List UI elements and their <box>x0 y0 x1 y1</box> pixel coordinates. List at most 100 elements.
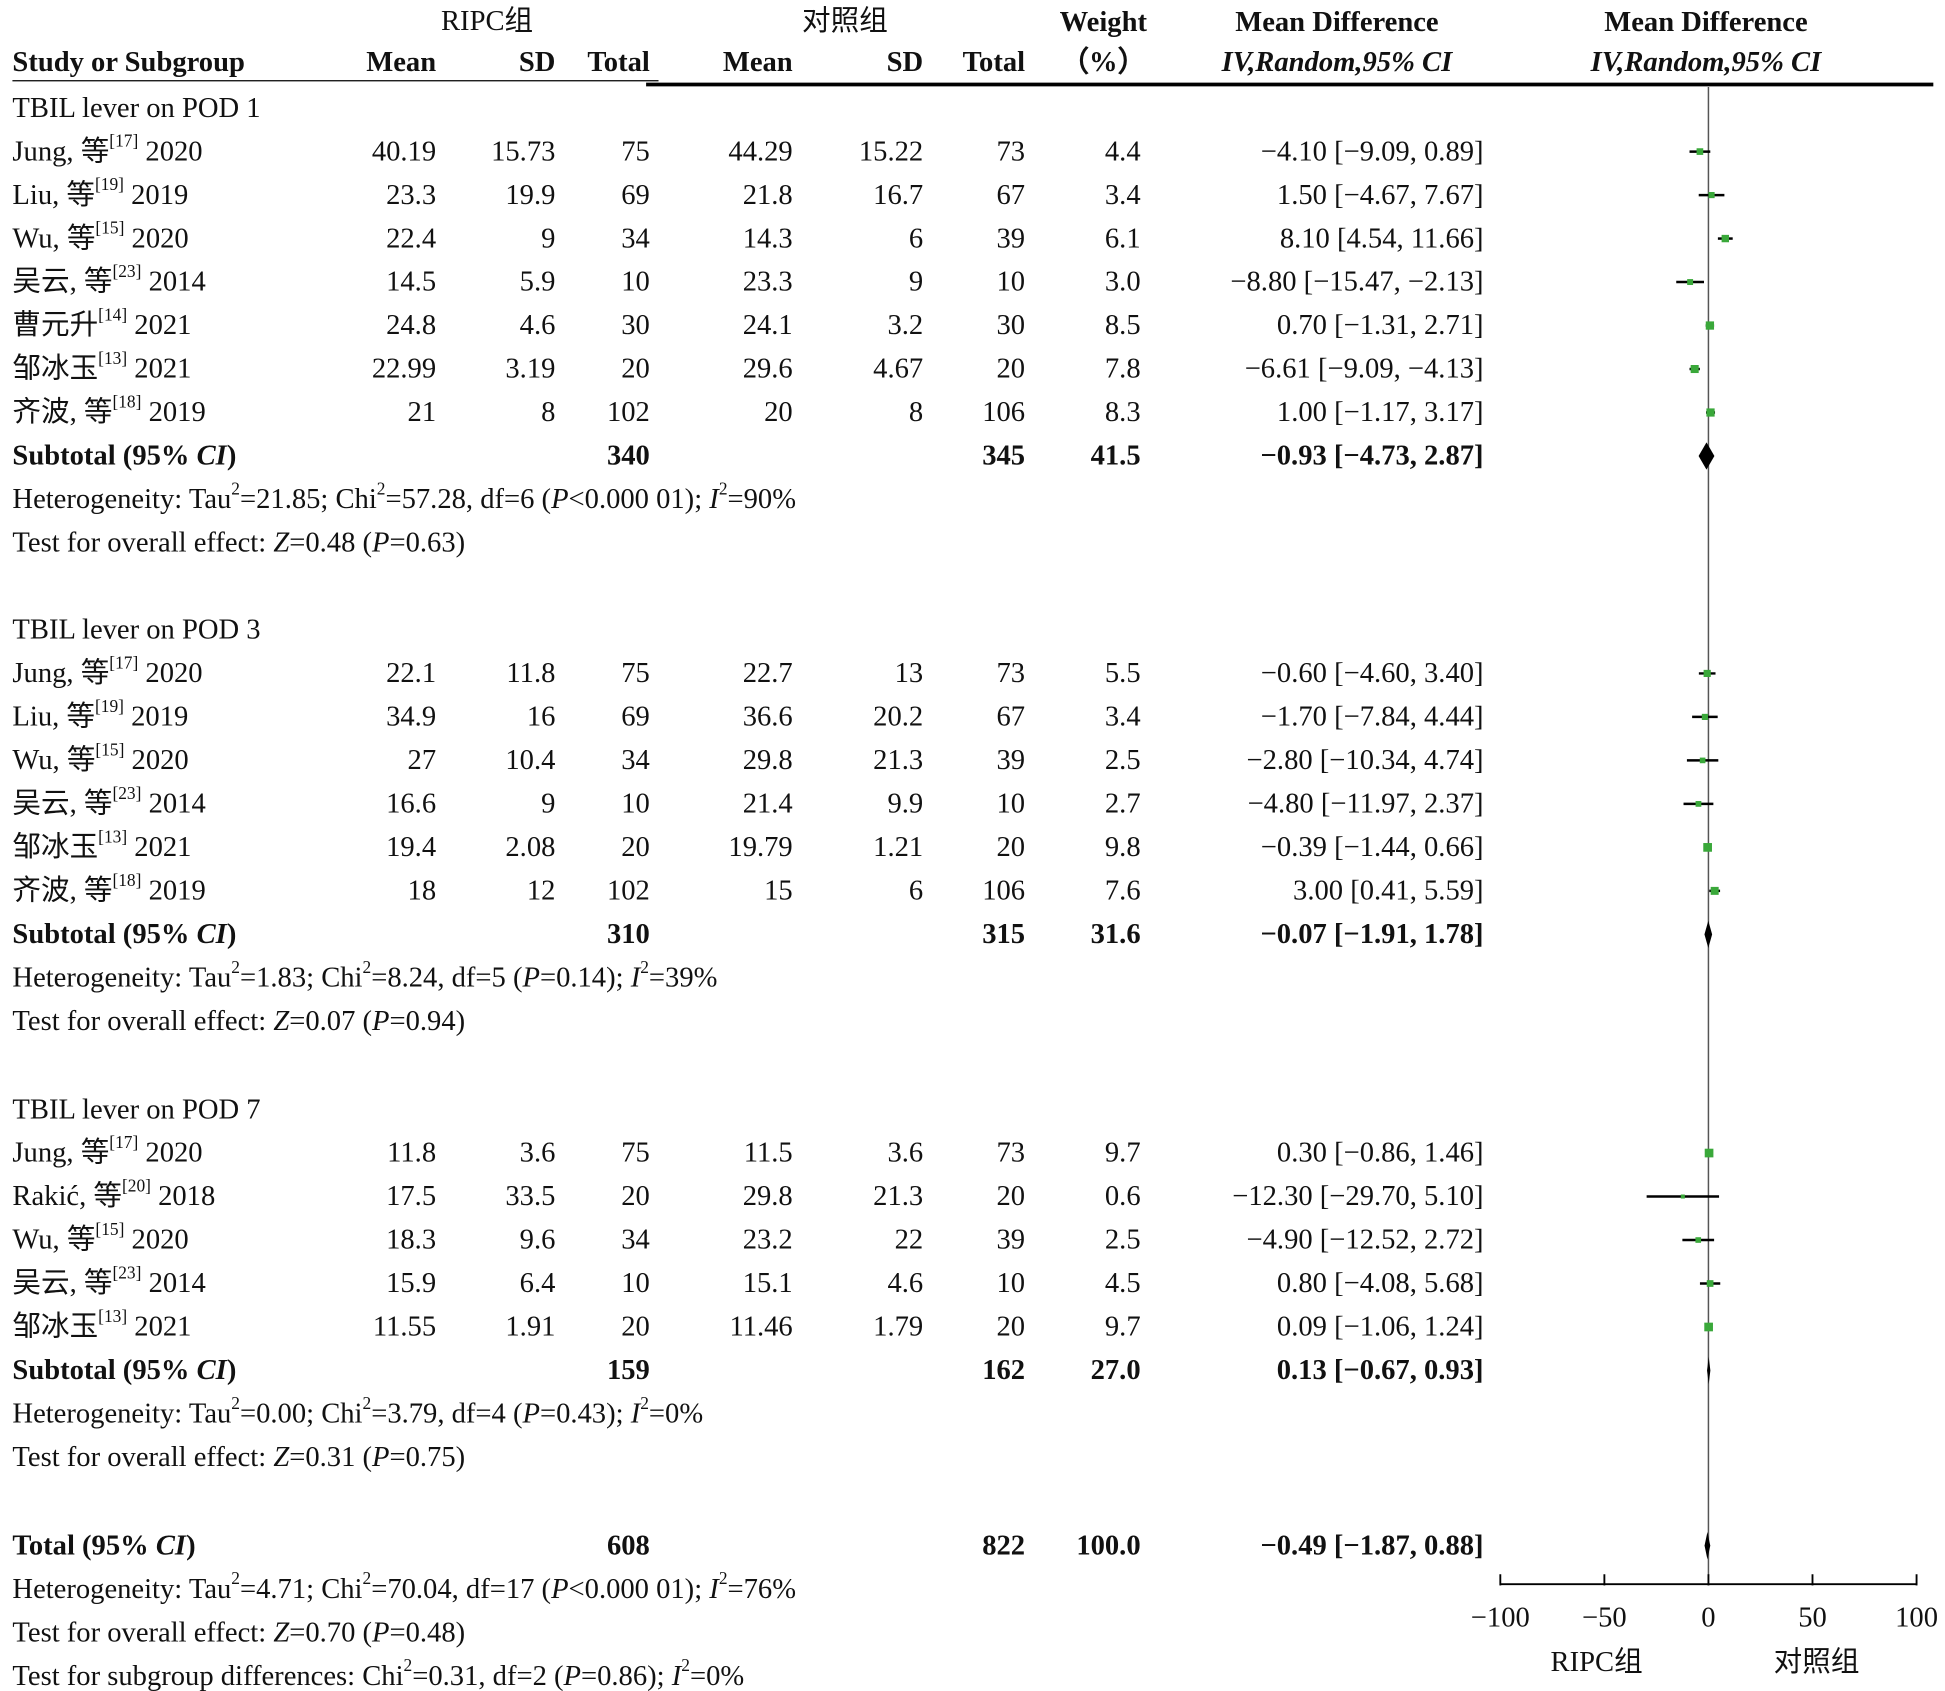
control-sd: 16.7 <box>873 178 924 210</box>
study-weight: 4.5 <box>1104 1267 1141 1299</box>
header-mean-difference: Mean Difference <box>1235 6 1439 38</box>
ripc-total: 20 <box>621 1180 650 1212</box>
study-name: Jung, 等[17] 2020 <box>12 133 203 167</box>
ripc-mean: 17.5 <box>386 1180 437 1212</box>
control-mean: 29.8 <box>742 1180 793 1212</box>
ripc-mean: 22.99 <box>371 352 437 384</box>
control-mean: 23.2 <box>742 1223 793 1255</box>
study-name: 邹冰玉[13] 2021 <box>12 829 192 863</box>
header-control-group: 对照组 <box>802 4 888 37</box>
study-point <box>1704 1322 1713 1332</box>
ripc-mean: 34.9 <box>386 700 437 732</box>
subtotal-weight: 27.0 <box>1090 1354 1141 1386</box>
study-point <box>1680 1194 1685 1199</box>
header-plot-mean-difference: Mean Difference <box>1604 6 1808 38</box>
header-weight: Weight <box>1059 6 1148 38</box>
control-total: 20 <box>996 831 1026 863</box>
control-mean: 11.5 <box>743 1136 793 1168</box>
control-total: 67 <box>996 178 1026 210</box>
subtotal-diamond <box>1704 920 1713 949</box>
control-sd: 21.3 <box>873 744 924 776</box>
ripc-total: 69 <box>621 700 650 732</box>
ripc-mean: 16.6 <box>386 787 437 819</box>
ripc-sd: 9 <box>541 787 556 819</box>
ripc-total: 20 <box>621 1310 650 1342</box>
ripc-mean: 11.55 <box>372 1310 437 1342</box>
study-ci: 3.00 [0.41, 5.59] <box>1293 874 1484 906</box>
subtotal-control-total: 162 <box>982 1354 1026 1386</box>
study-ci: −8.80 [−15.47, −2.13] <box>1230 265 1484 297</box>
study-weight: 3.4 <box>1104 178 1141 210</box>
ripc-total: 20 <box>621 352 650 384</box>
ripc-total: 69 <box>621 178 650 210</box>
control-total: 73 <box>996 657 1026 689</box>
ripc-sd: 16 <box>526 700 556 732</box>
study-name: Wu, 等[15] 2020 <box>12 742 189 776</box>
ripc-sd: 3.19 <box>505 352 556 384</box>
study-name: Rakić, 等[20] 2018 <box>12 1178 216 1212</box>
control-mean: 29.6 <box>742 352 793 384</box>
control-total: 106 <box>982 874 1026 906</box>
study-weight: 5.5 <box>1104 657 1141 689</box>
total-heterogeneity: Heterogeneity: Tau2=4.71; Chi2=70.04, df… <box>12 1570 797 1605</box>
ripc-total: 10 <box>621 1267 650 1299</box>
subtotal-ripc-total: 159 <box>606 1354 650 1386</box>
control-total: 67 <box>996 700 1026 732</box>
study-point <box>1695 1237 1702 1243</box>
control-sd: 20.2 <box>873 700 924 732</box>
x-tick-label: −50 <box>1582 1601 1627 1633</box>
subtotal-weight: 41.5 <box>1090 439 1141 471</box>
study-weight: 7.6 <box>1104 874 1141 906</box>
control-mean: 15.1 <box>742 1267 793 1299</box>
subtotal-label: Subtotal (95% CI) <box>12 1354 237 1386</box>
ripc-total: 102 <box>606 874 650 906</box>
study-ci: −4.10 [−9.09, 0.89] <box>1260 135 1484 167</box>
study-name: Wu, 等[15] 2020 <box>12 1221 189 1255</box>
subtotal-overall-effect: Test for overall effect: Z=0.31 (P=0.75) <box>12 1441 466 1473</box>
control-total: 20 <box>996 1180 1026 1212</box>
study-ci: −1.70 [−7.84, 4.44] <box>1260 700 1484 732</box>
study-name: 邹冰玉[13] 2021 <box>12 1308 192 1342</box>
study-weight: 9.8 <box>1104 831 1141 863</box>
control-sd: 6 <box>908 874 924 906</box>
ripc-sd: 9 <box>541 222 556 254</box>
header-control-sd: SD <box>886 45 924 78</box>
control-mean: 21.8 <box>742 178 793 210</box>
study-ci: −6.61 [−9.09, −4.13] <box>1244 352 1484 384</box>
subtotal-control-total: 315 <box>982 918 1026 950</box>
study-point <box>1696 148 1704 155</box>
control-mean: 29.8 <box>742 744 793 776</box>
control-mean: 23.3 <box>742 265 793 297</box>
control-total: 39 <box>996 222 1026 254</box>
ripc-total: 34 <box>621 1223 650 1255</box>
ripc-total: 75 <box>621 135 650 167</box>
study-point <box>1695 801 1702 807</box>
subtotal-ci: −0.07 [−1.91, 1.78] <box>1260 918 1484 950</box>
ripc-total: 10 <box>621 265 650 297</box>
control-sd: 9 <box>908 265 924 297</box>
favours-left-label: RIPC组 <box>1550 1646 1643 1678</box>
study-name: 齐波, 等[18] 2019 <box>12 394 206 428</box>
study-point <box>1705 321 1715 330</box>
subtotal-heterogeneity: Heterogeneity: Tau2=0.00; Chi2=3.79, df=… <box>12 1395 704 1429</box>
ripc-sd: 10.4 <box>505 744 556 776</box>
control-sd: 8 <box>908 396 924 428</box>
study-ci: 0.30 [−0.86, 1.46] <box>1276 1136 1484 1168</box>
control-mean: 24.1 <box>742 309 793 341</box>
study-ci: 1.00 [−1.17, 3.17] <box>1276 396 1484 428</box>
header-weight-unit: （%） <box>1060 45 1147 78</box>
study-ci: −2.80 [−10.34, 4.74] <box>1246 744 1484 776</box>
ripc-mean: 14.5 <box>386 265 437 297</box>
total-control-total: 822 <box>982 1529 1026 1561</box>
ripc-mean: 15.9 <box>386 1267 437 1299</box>
control-sd: 1.79 <box>873 1310 924 1342</box>
control-total: 10 <box>996 787 1026 819</box>
subgroup-title: TBIL lever on POD 1 <box>12 91 261 124</box>
study-weight: 0.6 <box>1104 1180 1141 1212</box>
total-diamond <box>1704 1532 1711 1560</box>
header-plot-method: IV,Random,95% CI <box>1590 45 1822 78</box>
study-weight: 8.5 <box>1104 309 1141 341</box>
control-total: 39 <box>996 1223 1026 1255</box>
x-tick-label: 100 <box>1895 1601 1938 1633</box>
